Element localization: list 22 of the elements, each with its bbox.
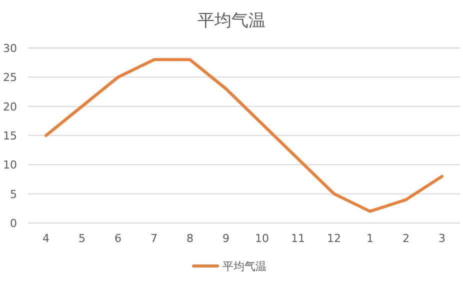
legend-label: 平均气温 xyxy=(222,260,266,273)
y-tick-label: 10 xyxy=(3,158,17,172)
x-tick-label: 3 xyxy=(438,232,446,245)
x-tick-label: 4 xyxy=(42,232,50,245)
x-tick-label: 6 xyxy=(114,232,122,245)
y-tick-label: 5 xyxy=(10,188,17,201)
x-tick-label: 5 xyxy=(78,232,86,245)
x-tick-label: 7 xyxy=(150,232,158,245)
chart-title: 平均气温 xyxy=(198,11,266,31)
x-tick-label: 1 xyxy=(366,232,374,245)
y-tick-label: 15 xyxy=(3,130,17,142)
x-tick-label: 9 xyxy=(222,232,230,245)
x-tick-label: 8 xyxy=(186,232,194,245)
x-tick-label: 2 xyxy=(402,232,410,245)
x-tick-label: 11 xyxy=(291,232,305,245)
line-series xyxy=(44,58,444,213)
x-tick-label: 10 xyxy=(255,232,269,245)
y-tick-label: 20 xyxy=(3,100,17,114)
x-tick-label: 12 xyxy=(327,232,341,245)
y-tick-label: 0 xyxy=(10,217,17,230)
y-tick-label: 30 xyxy=(3,42,17,55)
y-tick-label: 25 xyxy=(3,71,17,84)
